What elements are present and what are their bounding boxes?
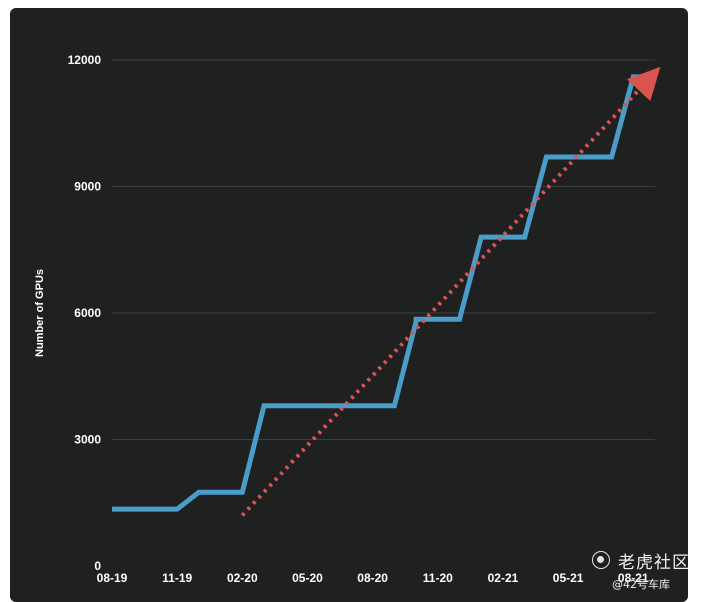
watermark-handle: @42号车库 — [612, 578, 670, 591]
trend-arrow-line — [240, 66, 661, 517]
x-tick-label: 02-20 — [227, 571, 258, 585]
chart-panel — [10, 8, 688, 602]
x-tick-label: 11-19 — [162, 571, 192, 585]
y-tick-label: 9000 — [74, 180, 101, 194]
x-tick-label: 05-20 — [292, 571, 323, 585]
y-tick-label: 0 — [94, 559, 101, 573]
gpu-count-line — [112, 74, 655, 512]
y-axis-label: Number of GPUs — [34, 269, 46, 357]
x-tick-label: 08-19 — [97, 571, 128, 585]
y-tick-label: 6000 — [74, 306, 101, 320]
x-tick-label: 08-21 — [618, 571, 649, 585]
watermark-brand: 老虎社区 — [618, 553, 690, 573]
x-tick-label: 11-20 — [423, 571, 453, 585]
y-tick-label: 3000 — [74, 433, 101, 447]
watermark-logo-icon — [592, 551, 610, 569]
x-tick-label: 05-21 — [553, 571, 584, 585]
x-tick-label: 02-21 — [488, 571, 519, 585]
x-tick-label: 08-20 — [357, 571, 388, 585]
y-tick-label: 12000 — [68, 53, 102, 67]
watermark: 老虎社区 @42号车库 — [592, 548, 702, 598]
